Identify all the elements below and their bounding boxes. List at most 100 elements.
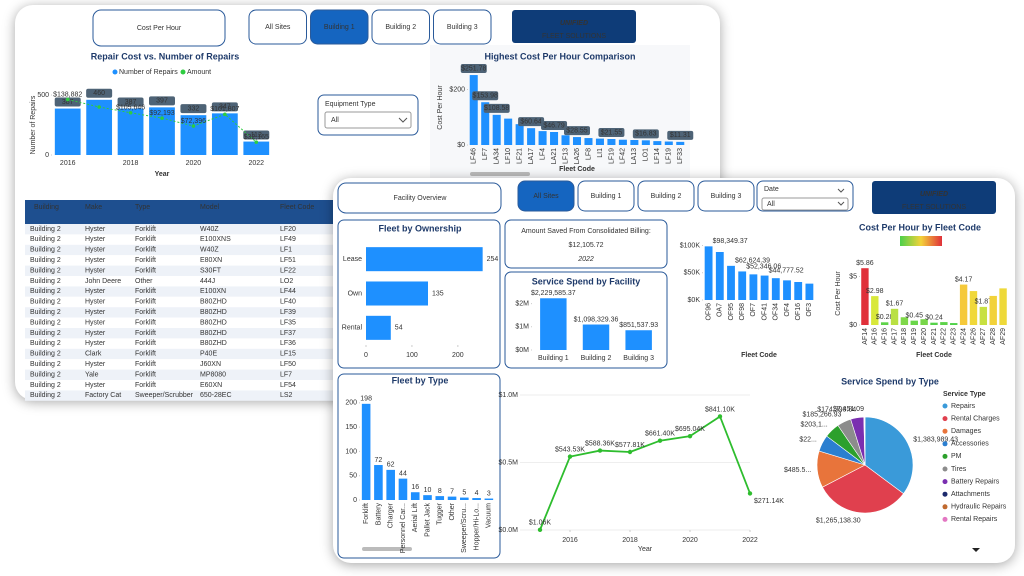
- dropdown[interactable]: [761, 197, 849, 211]
- table-cell: Hyster: [85, 288, 106, 295]
- x-tick-label: LF14: [654, 148, 661, 164]
- table-cell: Building 2: [30, 299, 61, 306]
- x-tick-label: LA26: [574, 148, 581, 164]
- tab[interactable]: [517, 180, 575, 212]
- table-cell: Forklift: [135, 319, 156, 326]
- table-cell: B80ZHD: [200, 340, 227, 347]
- table-cell: Building 2: [30, 340, 61, 347]
- data-label: 3: [487, 490, 491, 497]
- table-cell: LF35: [280, 319, 296, 326]
- table-cell: Forklift: [135, 288, 156, 295]
- x-tick-label: AF20: [921, 328, 928, 345]
- tab[interactable]: [248, 9, 307, 45]
- bar: [435, 496, 445, 500]
- x-tick-label: LF7: [482, 148, 489, 160]
- bar: [805, 283, 814, 300]
- tab[interactable]: [310, 9, 369, 45]
- tab[interactable]: [697, 180, 755, 212]
- table-cell: 650-28EC: [200, 392, 232, 399]
- color-scale: [900, 236, 942, 246]
- bar: [527, 128, 536, 145]
- data-label: $695.04K: [675, 426, 705, 433]
- point: [597, 448, 603, 453]
- data-label: 460: [93, 90, 105, 97]
- table-cell: Sweeper/Scrubber: [135, 392, 194, 399]
- table-cell: Forklift: [135, 309, 156, 316]
- tab[interactable]: [637, 180, 695, 212]
- chevron: [398, 117, 408, 123]
- data-label: 54: [395, 325, 403, 332]
- table-row[interactable]: [25, 265, 335, 276]
- x-tick-label: Tugger: [437, 502, 444, 525]
- bar: [117, 108, 144, 155]
- legend-label: Tires: [951, 466, 967, 473]
- table-row[interactable]: [25, 224, 335, 235]
- table-row[interactable]: [25, 369, 335, 380]
- table-row[interactable]: [25, 234, 335, 245]
- table-row[interactable]: [25, 276, 335, 287]
- table-row[interactable]: [25, 317, 335, 328]
- x-tick-label: LA13: [631, 148, 638, 164]
- table-row[interactable]: [25, 255, 335, 266]
- x-axis-label: Year: [155, 171, 170, 178]
- x-tick-label: 2018: [123, 160, 139, 167]
- tab[interactable]: [577, 180, 635, 212]
- bar: [950, 323, 958, 325]
- data-label: 5: [462, 489, 466, 496]
- x-tick-label: Building 1: [538, 355, 569, 362]
- data-label: $72,396: [181, 118, 206, 125]
- chart-title: Repair Cost vs. Number of Repairs: [91, 51, 240, 61]
- table-cell: Building 2: [30, 371, 61, 378]
- bar: [989, 295, 997, 325]
- logo-tagline: FLEET SOLUTIONS: [542, 33, 606, 40]
- tab[interactable]: [371, 9, 430, 45]
- label-box: [243, 130, 270, 140]
- bar: [861, 268, 869, 325]
- table-row[interactable]: [25, 338, 335, 349]
- table-row[interactable]: [25, 244, 335, 256]
- table-row[interactable]: [25, 307, 335, 318]
- table-row[interactable]: [25, 380, 335, 391]
- legend-marker: [942, 428, 948, 434]
- table-cell: Building 2: [30, 392, 61, 399]
- data-label: $1,098,329.36: [574, 316, 619, 323]
- x-tick-label: AF29: [1000, 328, 1007, 345]
- legend-label: Number of Repairs: [119, 69, 178, 76]
- tab[interactable]: [433, 9, 492, 45]
- table-cell: Hyster: [85, 382, 106, 389]
- data-label: $7,451.09: [833, 406, 864, 413]
- data-label: $28.55: [566, 127, 588, 134]
- table-row[interactable]: [25, 286, 335, 297]
- x-tick-label: LA17: [528, 148, 535, 164]
- scrollbar[interactable]: [470, 172, 530, 176]
- scrollbar[interactable]: [362, 547, 412, 551]
- tab-label: All Sites: [265, 24, 291, 31]
- bar: [618, 139, 627, 145]
- logo-name: UNIFIED: [920, 191, 948, 198]
- bar: [920, 319, 928, 325]
- chart-title: Service Spend by Facility: [532, 276, 641, 286]
- table-row[interactable]: [25, 359, 335, 370]
- data-label: $52,346.06: [746, 263, 781, 270]
- data-label: 254: [487, 256, 499, 263]
- label-box: [472, 91, 499, 101]
- bar: [930, 322, 938, 325]
- table-cell: W40Z: [200, 226, 219, 233]
- bar: [410, 492, 420, 500]
- table-cell: Building 2: [30, 226, 61, 233]
- table-cell: LF22: [280, 267, 296, 274]
- dropdown[interactable]: [324, 111, 412, 129]
- table-cell: B80ZHD: [200, 299, 227, 306]
- legend-marker: [942, 441, 948, 447]
- bar: [374, 465, 383, 500]
- more-arrow[interactable]: [972, 548, 980, 552]
- table-row[interactable]: [25, 348, 335, 360]
- legend-marker: [112, 69, 118, 75]
- table-row[interactable]: [25, 328, 335, 339]
- x-tick-label: AF16: [882, 328, 889, 345]
- y-tick-label: 50: [349, 473, 357, 480]
- table-row[interactable]: [25, 390, 335, 401]
- data-label: $1.06K: [529, 520, 552, 527]
- table-row[interactable]: [25, 296, 335, 308]
